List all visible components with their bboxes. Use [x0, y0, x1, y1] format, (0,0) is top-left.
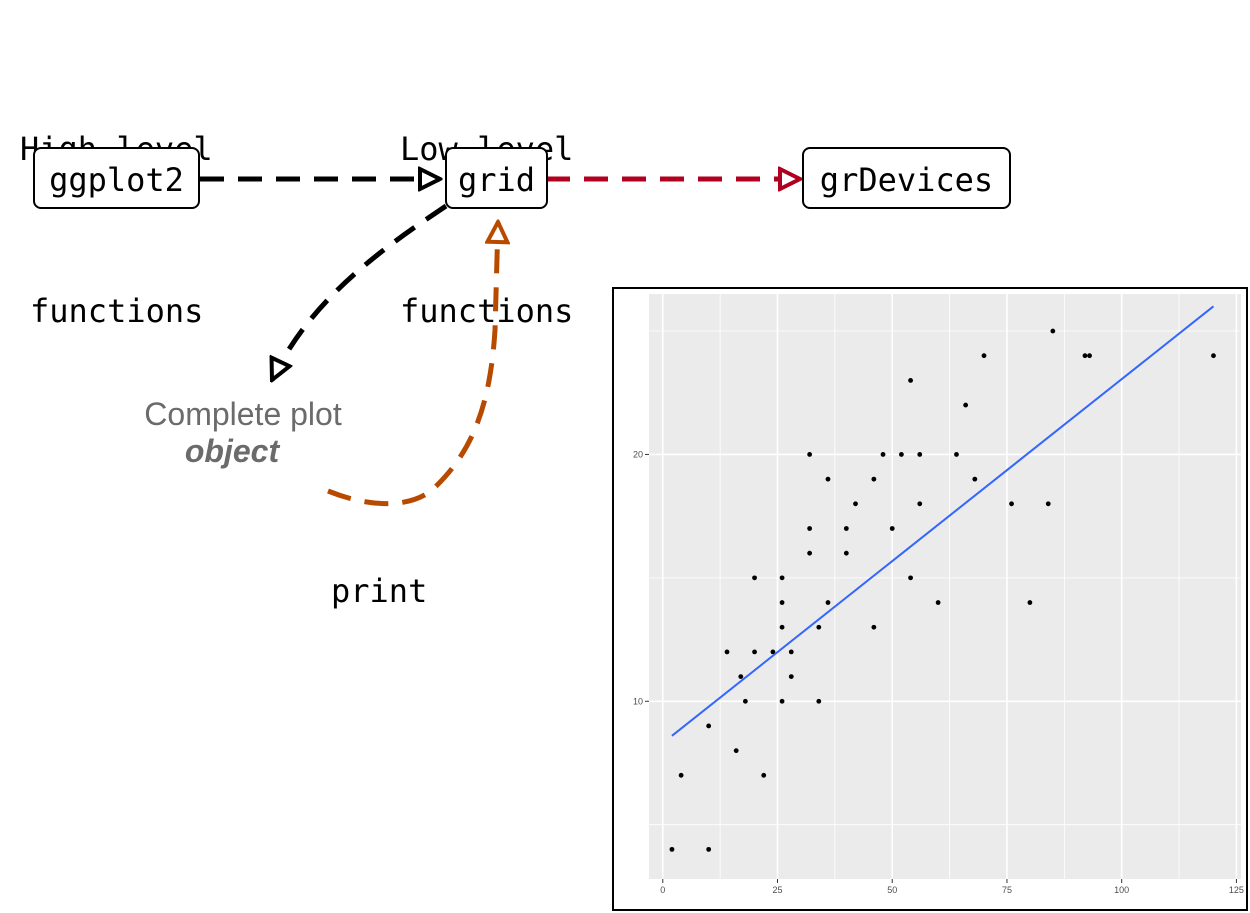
data-point: [1045, 501, 1051, 507]
arrow-print-to-grid: [327, 222, 498, 507]
high-level-heading-line2: functions: [30, 292, 204, 330]
x-tick-label: 100: [1114, 885, 1129, 895]
data-point: [816, 698, 822, 704]
data-point: [788, 674, 794, 679]
data-point: [935, 600, 941, 605]
data-point: [779, 698, 785, 704]
data-point: [963, 402, 969, 408]
data-point: [816, 624, 822, 630]
data-point: [899, 452, 904, 457]
y-tick-label: 20: [633, 449, 643, 459]
y-tick-label: 10: [633, 696, 643, 706]
data-point: [706, 723, 712, 729]
data-point: [825, 476, 831, 482]
data-point: [871, 624, 877, 630]
data-point: [1211, 353, 1216, 359]
x-tick-label: 50: [887, 885, 897, 895]
data-point: [807, 452, 813, 457]
arrow-grid-to-plot-object: [272, 203, 448, 380]
node-ggplot2: ggplot2: [33, 147, 200, 209]
caption-line2: object: [184, 433, 280, 469]
scatter-plot: 0 25 50 75 100 125 10 20: [633, 294, 1244, 895]
data-point: [981, 353, 987, 359]
complete-plot-object-caption: Complete plot object: [118, 396, 368, 470]
data-point: [770, 649, 776, 655]
data-point: [752, 575, 757, 581]
data-point: [917, 452, 923, 457]
data-point: [908, 377, 913, 383]
data-point: [788, 649, 794, 655]
data-point: [843, 526, 849, 531]
low-level-heading-line2: functions: [400, 292, 574, 330]
data-point: [908, 575, 913, 581]
plot-panel: [649, 294, 1241, 879]
data-point: [678, 772, 684, 778]
data-point: [669, 846, 675, 852]
x-tick-label: 75: [1002, 885, 1012, 895]
data-point: [1050, 328, 1056, 334]
data-point: [853, 501, 858, 507]
x-tick-label: 125: [1229, 885, 1244, 895]
data-point: [972, 476, 978, 482]
data-point: [825, 600, 831, 605]
regression-line: [671, 305, 1215, 737]
data-point: [889, 526, 895, 531]
data-point: [1009, 501, 1014, 507]
data-point: [779, 575, 785, 581]
node-grdevices: grDevices: [802, 147, 1011, 209]
data-point: [1027, 600, 1033, 605]
print-label: print: [331, 572, 428, 610]
data-point: [917, 501, 923, 507]
data-point: [706, 846, 712, 852]
data-point: [779, 624, 785, 630]
data-point: [843, 550, 849, 556]
data-point: [724, 649, 730, 655]
node-grid: grid: [445, 147, 548, 209]
data-point: [733, 748, 739, 754]
data-point: [807, 526, 813, 531]
data-point: [954, 452, 959, 457]
x-tick-label: 0: [660, 885, 665, 895]
data-point: [779, 600, 785, 605]
data-point: [752, 649, 757, 655]
plot-frame: 0 25 50 75 100 125 10 20: [612, 287, 1248, 911]
data-point: [1087, 353, 1092, 359]
caption-line1: Complete plot: [144, 396, 342, 432]
data-point: [871, 476, 877, 482]
data-point: [742, 698, 748, 704]
data-point: [738, 674, 744, 679]
data-point: [1082, 353, 1088, 359]
x-tick-label: 25: [772, 885, 782, 895]
data-point: [880, 452, 886, 457]
data-point: [807, 550, 813, 556]
data-point: [761, 772, 767, 778]
